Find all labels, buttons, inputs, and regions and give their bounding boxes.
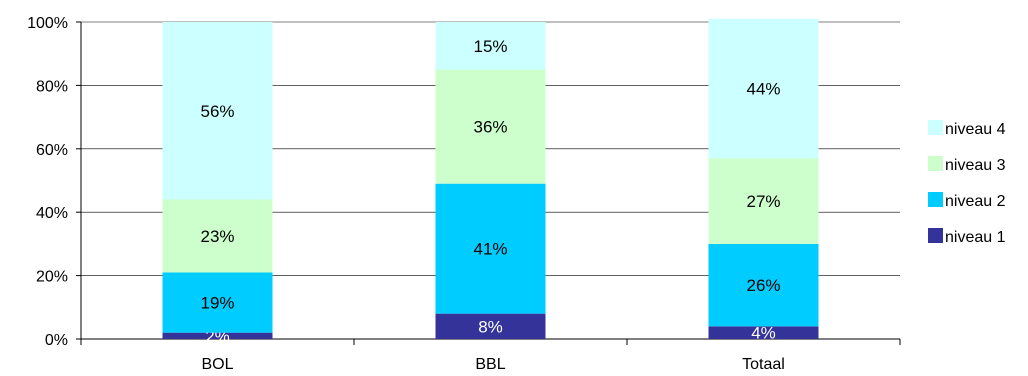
bar-segment <box>162 22 273 200</box>
legend-label: niveau 3 <box>945 157 1006 174</box>
data-label: 19% <box>200 294 234 313</box>
y-tick-label: 40% <box>36 205 68 222</box>
bar-segment <box>435 313 546 339</box>
legend-swatch <box>928 120 943 135</box>
y-tick-label: 0% <box>45 332 68 349</box>
y-tick-label: 100% <box>27 15 68 32</box>
x-tick-label: Totaal <box>742 356 785 373</box>
data-label: 26% <box>746 276 780 295</box>
data-label: 27% <box>746 192 780 211</box>
bar-segment <box>708 18 819 159</box>
data-label: 56% <box>200 102 234 121</box>
legend-label: niveau 4 <box>945 121 1006 138</box>
bar-segment <box>708 158 819 244</box>
y-tick-label: 20% <box>36 269 68 286</box>
bar-segment <box>435 69 546 184</box>
bar-segment <box>162 199 273 273</box>
legend-label: niveau 1 <box>945 229 1006 246</box>
x-tick-label: BBL <box>475 356 505 373</box>
data-label: 15% <box>473 37 507 56</box>
data-label: 44% <box>746 80 780 99</box>
data-label: 23% <box>200 227 234 246</box>
legend-swatch <box>928 156 943 171</box>
legend-swatch <box>928 228 943 243</box>
bar-segment <box>708 243 819 327</box>
bar-segment <box>708 326 819 339</box>
data-label: 41% <box>473 240 507 259</box>
bar-segment <box>435 183 546 314</box>
y-tick-label: 60% <box>36 142 68 159</box>
legend-label: niveau 2 <box>945 193 1006 210</box>
x-tick-label: BOL <box>201 356 233 373</box>
data-label: 36% <box>473 118 507 137</box>
bar-segment <box>162 272 273 333</box>
legend-swatch <box>928 192 943 207</box>
data-label: 8% <box>478 317 503 336</box>
bar-segment <box>162 332 273 339</box>
y-tick-label: 80% <box>36 78 68 95</box>
bar-segment <box>435 22 546 70</box>
data-label: 4% <box>751 324 776 343</box>
